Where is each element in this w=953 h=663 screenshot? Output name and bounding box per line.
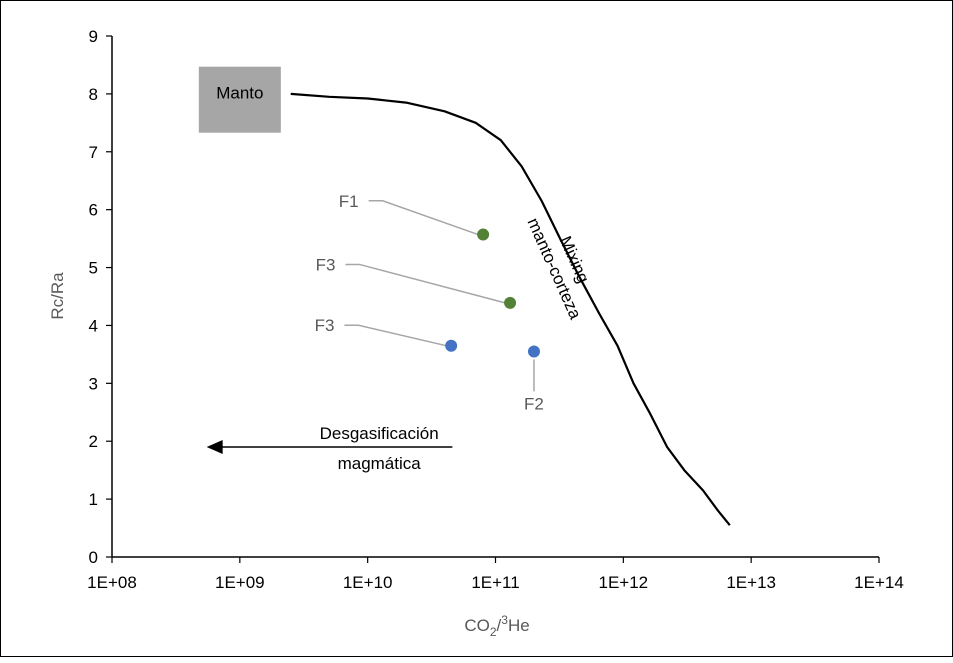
data-point <box>527 345 540 358</box>
point-label: F3 <box>315 316 335 335</box>
mantle-box-label: Manto <box>216 84 263 103</box>
leader-line <box>368 200 479 236</box>
leader-line <box>344 324 447 347</box>
y-tick-label: 6 <box>89 201 98 220</box>
y-tick-label: 0 <box>89 548 98 567</box>
point-label: F1 <box>339 192 359 211</box>
y-tick-label: 5 <box>89 259 98 278</box>
y-tick-label: 1 <box>89 490 98 509</box>
annotation-line2: magmática <box>338 454 422 473</box>
x-tick-label: 1E+10 <box>343 573 393 592</box>
data-point <box>477 228 490 241</box>
x-tick-label: 1E+14 <box>854 573 904 592</box>
mixing-curve <box>290 92 731 526</box>
x-axis-label: CO2/3He <box>464 613 529 639</box>
y-tick-label: 3 <box>89 374 98 393</box>
y-tick-label: 2 <box>89 432 98 451</box>
leader-line <box>345 263 506 304</box>
mantle-box <box>198 66 281 133</box>
x-tick-label: 1E+08 <box>87 573 137 592</box>
y-axis-label: Rc/Ra <box>48 272 67 320</box>
data-point <box>445 339 458 352</box>
point-label: F3 <box>316 255 336 274</box>
x-tick-label: 1E+09 <box>215 573 265 592</box>
annotation-line1: Desgasificación <box>320 424 439 443</box>
x-tick-label: 1E+12 <box>599 573 649 592</box>
y-tick-label: 8 <box>89 85 98 104</box>
data-point <box>504 296 517 309</box>
x-tick-label: 1E+13 <box>726 573 776 592</box>
y-tick-label: 7 <box>89 143 98 162</box>
x-tick-label: 1E+11 <box>471 573 519 592</box>
y-tick-label: 4 <box>89 316 98 335</box>
point-label: F2 <box>524 394 544 413</box>
annotation-arrow-head <box>206 440 223 455</box>
y-tick-label: 9 <box>89 27 98 46</box>
